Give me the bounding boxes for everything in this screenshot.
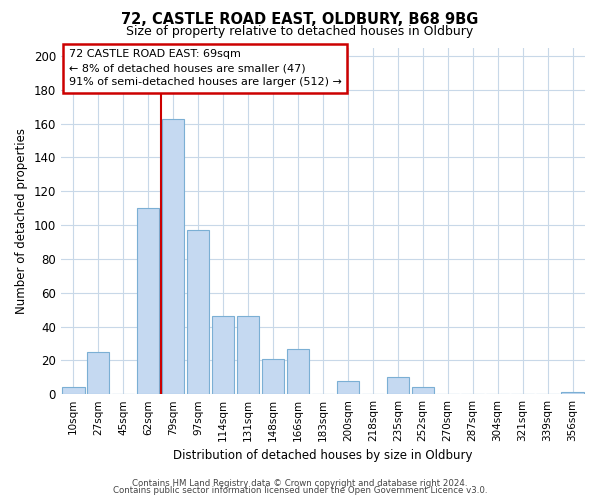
Bar <box>262 358 284 394</box>
Bar <box>212 316 234 394</box>
Bar <box>287 348 309 394</box>
X-axis label: Distribution of detached houses by size in Oldbury: Distribution of detached houses by size … <box>173 450 473 462</box>
Bar <box>337 380 359 394</box>
Bar <box>412 388 434 394</box>
Bar <box>187 230 209 394</box>
Bar <box>237 316 259 394</box>
Bar <box>561 392 584 394</box>
Bar <box>386 378 409 394</box>
Text: Size of property relative to detached houses in Oldbury: Size of property relative to detached ho… <box>127 25 473 38</box>
Text: Contains public sector information licensed under the Open Government Licence v3: Contains public sector information licen… <box>113 486 487 495</box>
Bar <box>137 208 160 394</box>
Y-axis label: Number of detached properties: Number of detached properties <box>15 128 28 314</box>
Bar <box>87 352 109 394</box>
Text: Contains HM Land Registry data © Crown copyright and database right 2024.: Contains HM Land Registry data © Crown c… <box>132 478 468 488</box>
Bar <box>62 388 85 394</box>
Text: 72 CASTLE ROAD EAST: 69sqm
← 8% of detached houses are smaller (47)
91% of semi-: 72 CASTLE ROAD EAST: 69sqm ← 8% of detac… <box>68 49 341 87</box>
Bar <box>162 118 184 394</box>
Text: 72, CASTLE ROAD EAST, OLDBURY, B68 9BG: 72, CASTLE ROAD EAST, OLDBURY, B68 9BG <box>121 12 479 28</box>
